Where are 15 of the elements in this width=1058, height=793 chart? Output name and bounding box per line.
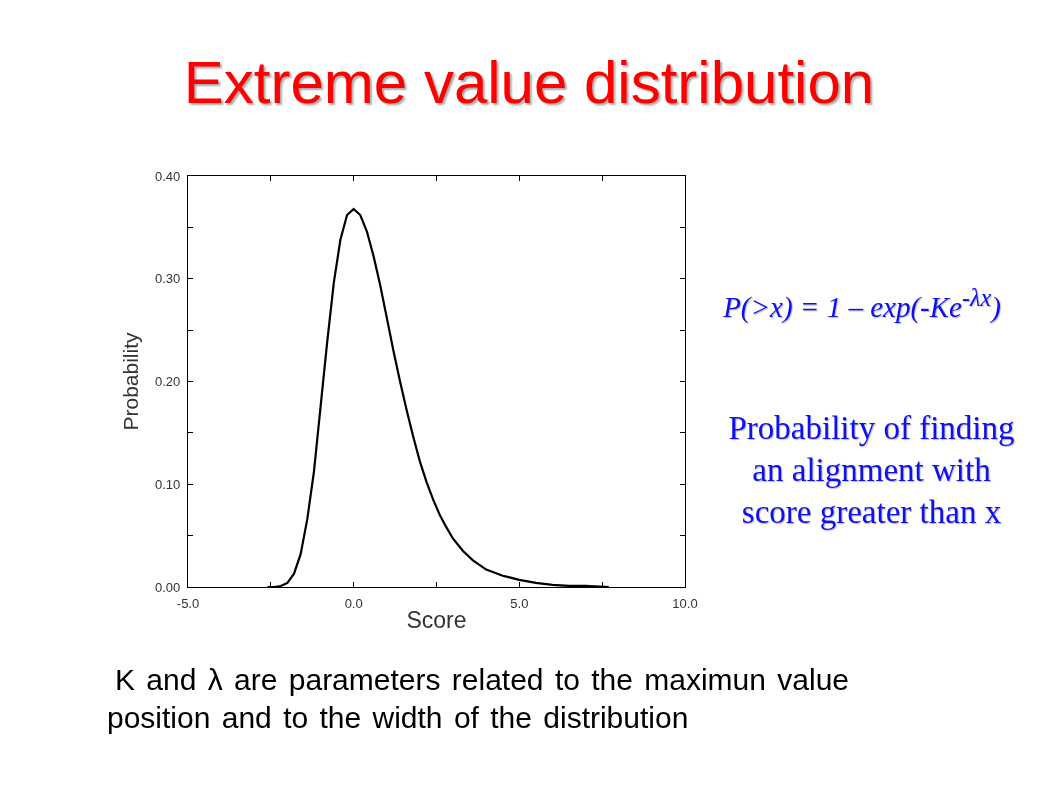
y-tick-label: 0.10 — [154, 476, 181, 492]
x-tick-label: 10.0 — [672, 595, 698, 611]
x-tick-label: 5.0 — [510, 595, 529, 611]
text: Probability of finding an alignment with score greater than x — [727, 409, 1016, 532]
x-tick-label: -5.0 — [176, 595, 200, 611]
y-tick-label: 0.20 — [154, 374, 181, 390]
chart-title: Extreme value distribution — [183, 48, 875, 116]
y-axis-title: Probability — [119, 331, 143, 431]
x-axis-title: Score — [406, 607, 467, 634]
text: K and λ are parameters related to the maximun value position and to the width of the distribution — [107, 662, 851, 736]
text: P(>x) = 1 – exp(-Ke$^{-λx}$) — [722, 284, 1002, 324]
y-tick-label: 0.30 — [154, 271, 181, 287]
y-tick-label: 0.00 — [154, 579, 181, 595]
y-tick-label: 0.40 — [154, 168, 181, 184]
x-tick-label: 0.0 — [344, 595, 363, 611]
